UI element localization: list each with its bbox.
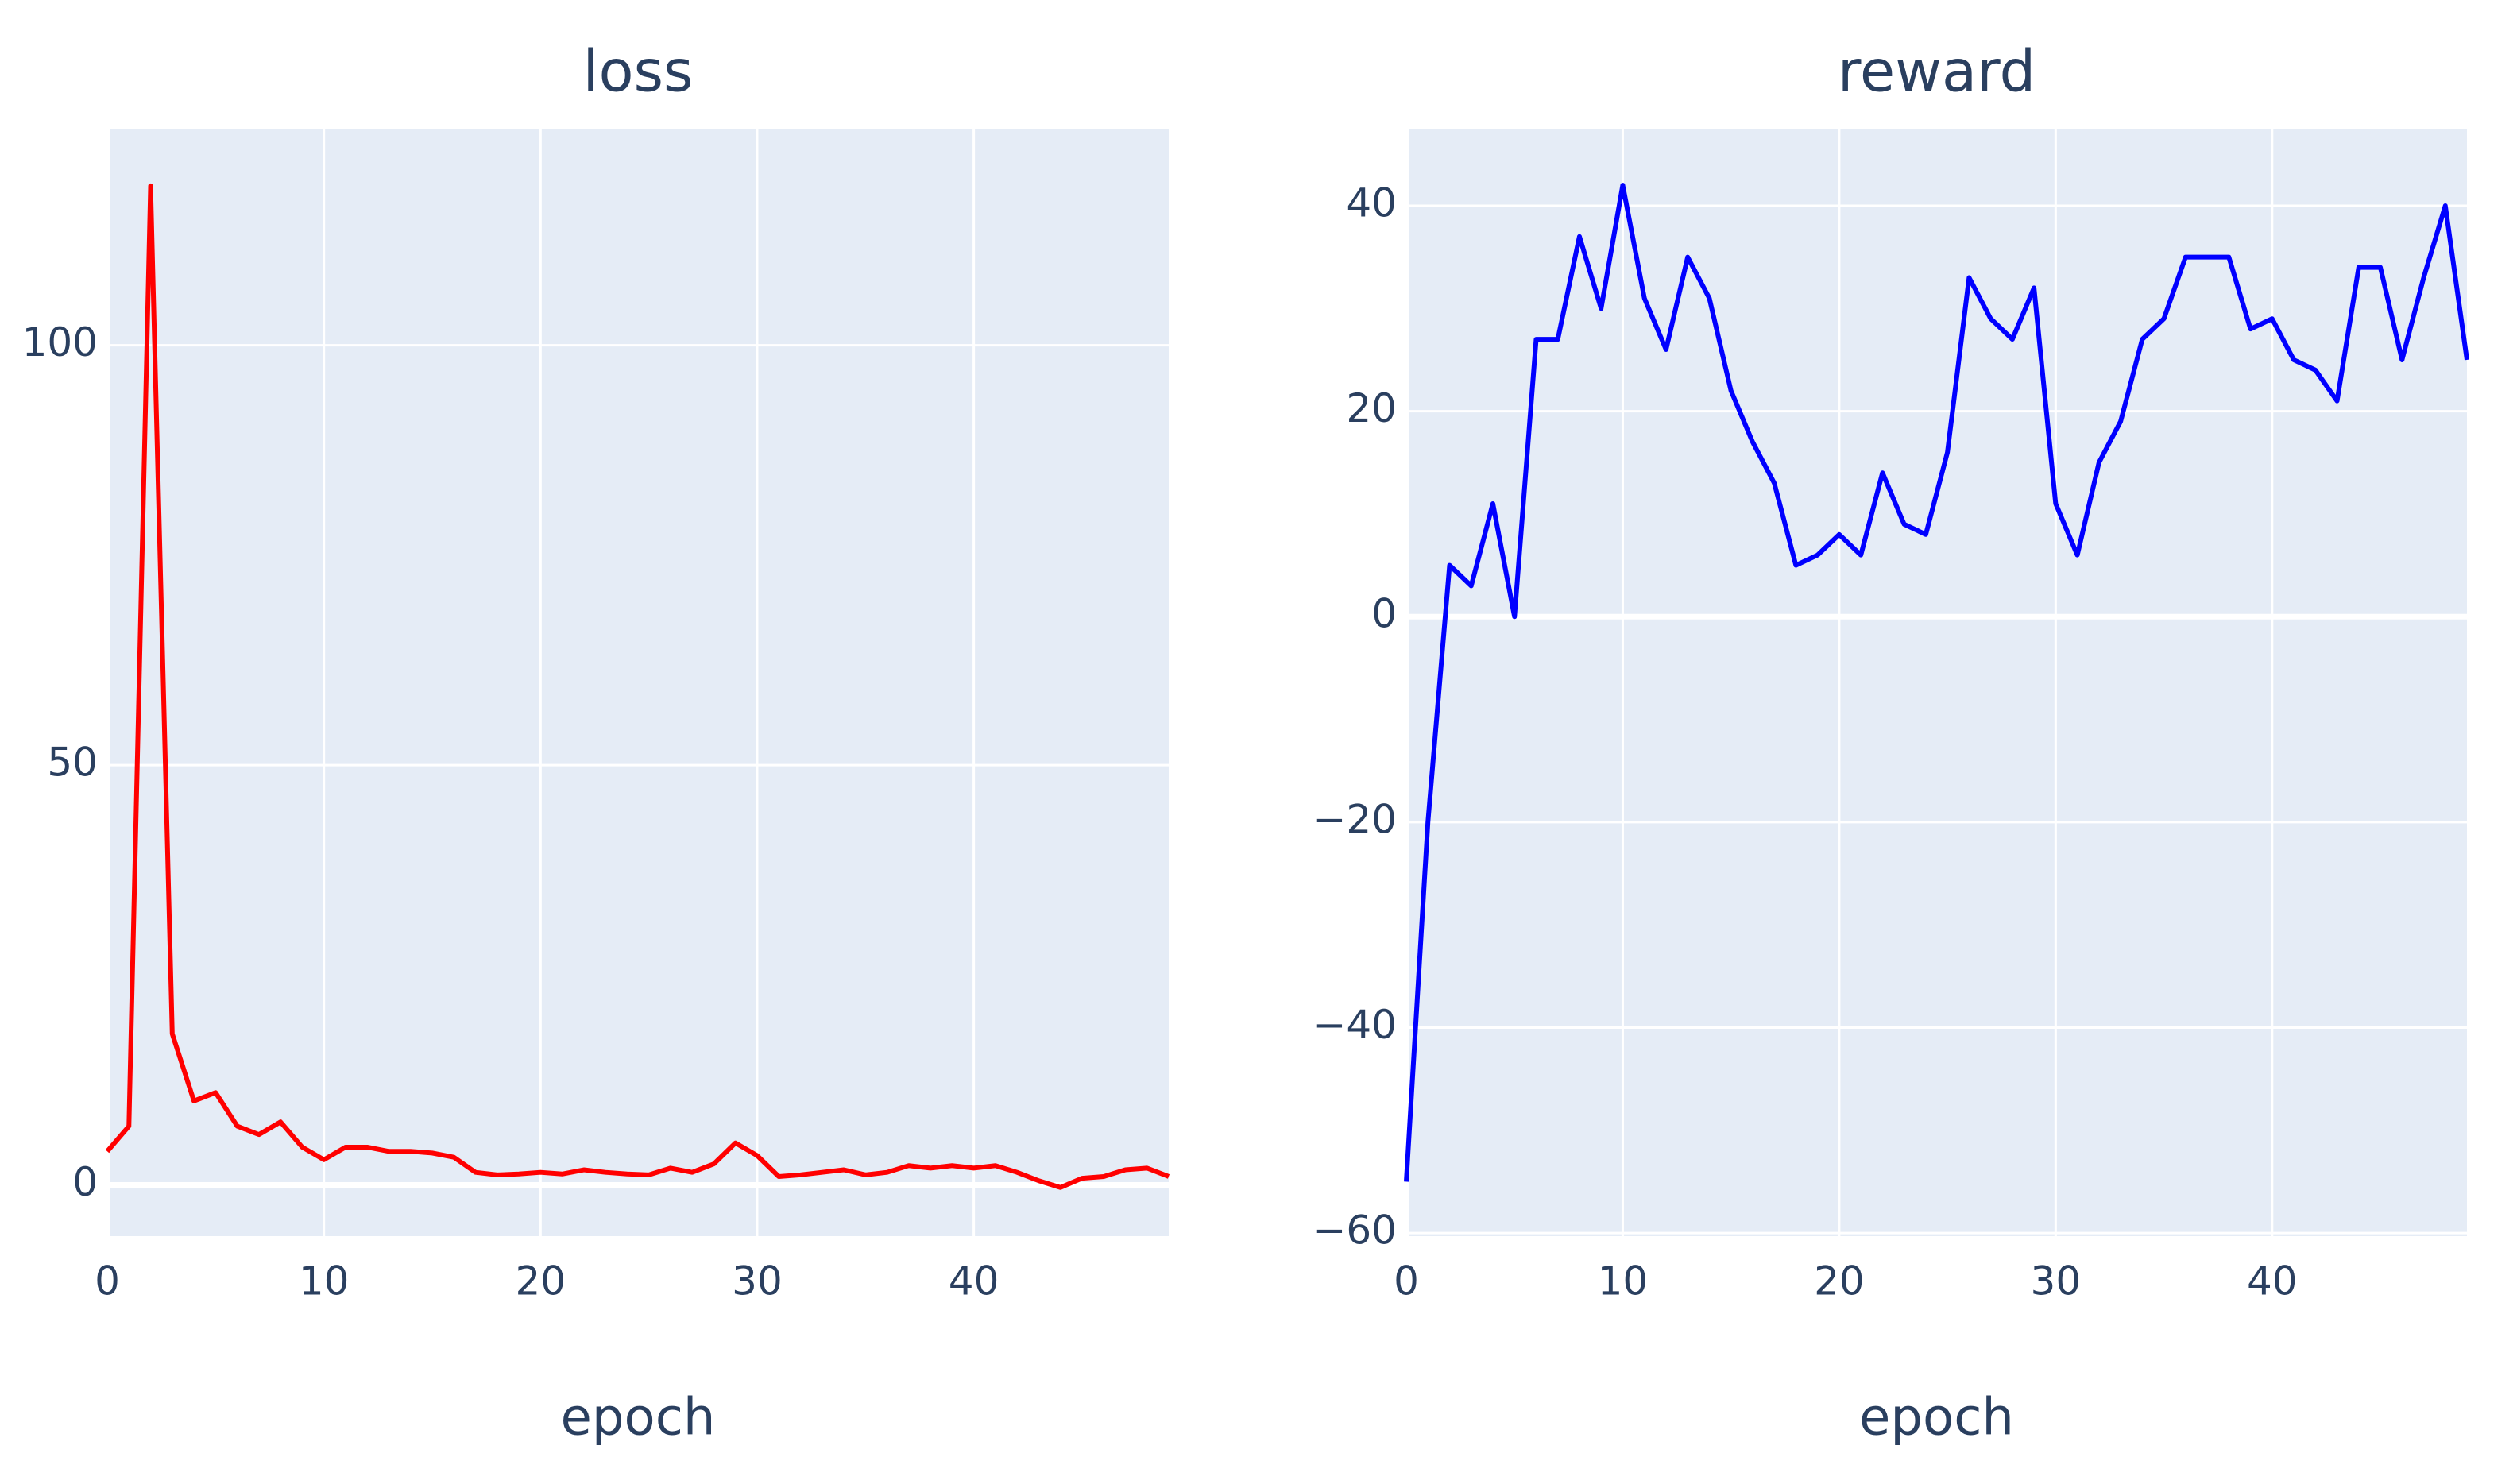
x-axis-label: epoch — [1859, 1389, 2014, 1447]
x-tick-label: 20 — [515, 1258, 566, 1304]
plot-background — [107, 129, 1169, 1236]
x-tick-label: 0 — [1394, 1258, 1419, 1304]
y-tick-label: 20 — [1346, 385, 1397, 431]
x-tick-label: 0 — [95, 1258, 120, 1304]
data-line — [1404, 183, 2469, 1182]
plot-background — [1406, 129, 2467, 1236]
y-tick-label: −40 — [1313, 1002, 1397, 1048]
x-tick-label: 40 — [949, 1258, 999, 1304]
x-tick-label: 30 — [2031, 1258, 2082, 1304]
y-tick-label: 50 — [47, 740, 98, 786]
x-tick-label: 20 — [1814, 1258, 1865, 1304]
y-tick-label: 40 — [1346, 180, 1397, 226]
x-tick-label: 10 — [299, 1258, 350, 1304]
x-axis-label: epoch — [561, 1389, 716, 1447]
y-tick-label: 100 — [22, 319, 98, 365]
chart-title: loss — [582, 38, 693, 105]
y-tick-label: −60 — [1313, 1208, 1397, 1254]
x-tick-label: 40 — [2247, 1258, 2298, 1304]
x-tick-label: 10 — [1598, 1258, 1649, 1304]
chart-title: reward — [1838, 38, 2036, 105]
y-tick-label: 0 — [72, 1159, 98, 1205]
data-line — [105, 183, 1170, 1190]
y-tick-label: 0 — [1371, 591, 1397, 637]
y-tick-label: −20 — [1313, 796, 1397, 842]
x-tick-label: 30 — [732, 1258, 783, 1304]
